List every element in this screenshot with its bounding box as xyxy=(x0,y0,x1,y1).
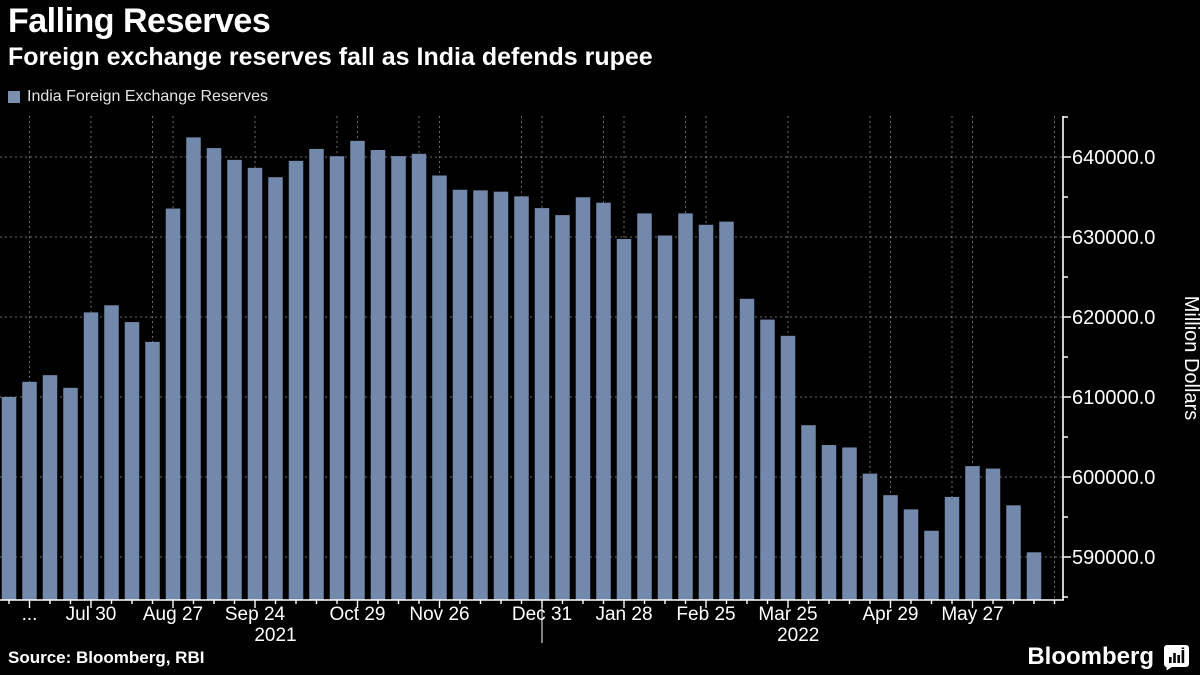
source-note: Source: Bloomberg, RBI xyxy=(8,648,205,667)
bar xyxy=(268,177,283,600)
svg-text:Sep 24: Sep 24 xyxy=(225,604,286,625)
bar xyxy=(985,468,1001,600)
x-axis-labels: ... Jul 30 Aug 27 Sep 24 Oct 29 Nov 26 Dec 31 J… xyxy=(8,600,1056,646)
bars xyxy=(1,137,1042,601)
bar xyxy=(903,509,919,600)
bar xyxy=(452,189,468,600)
legend-label: India Foreign Exchange Reserves xyxy=(27,88,269,105)
bar xyxy=(842,447,857,600)
year-label: 2021 xyxy=(254,625,296,646)
bar xyxy=(411,153,427,601)
bar xyxy=(739,298,755,600)
svg-text:Apr 29: Apr 29 xyxy=(863,604,919,625)
svg-text:Aug 27: Aug 27 xyxy=(143,604,203,625)
bar xyxy=(22,381,37,600)
bar xyxy=(534,208,550,600)
bar xyxy=(124,322,140,600)
bar xyxy=(1,396,17,600)
bar xyxy=(616,238,632,600)
svg-text:590000.0: 590000.0 xyxy=(1072,547,1155,569)
bar xyxy=(83,312,99,600)
svg-text:Oct 29: Oct 29 xyxy=(330,604,386,625)
bar xyxy=(288,160,304,600)
bar xyxy=(719,221,734,600)
bar xyxy=(965,466,980,600)
bar xyxy=(473,190,488,600)
bar xyxy=(370,150,386,600)
bar xyxy=(206,148,222,600)
bar xyxy=(637,213,652,600)
svg-text:May 27: May 27 xyxy=(941,604,1003,625)
svg-text:Nov 26: Nov 26 xyxy=(409,604,469,625)
bar xyxy=(42,375,58,600)
bar xyxy=(391,156,406,600)
bar xyxy=(555,215,570,600)
bar xyxy=(698,224,714,600)
bar xyxy=(329,156,345,600)
bar xyxy=(165,208,181,600)
bar xyxy=(944,496,960,600)
bar xyxy=(678,213,693,600)
svg-text:630000.0: 630000.0 xyxy=(1072,227,1155,249)
y-axis-labels: 590000.0 600000.0 610000.0 620000.0 630000.0… xyxy=(1063,116,1200,598)
svg-text:Jul 30: Jul 30 xyxy=(66,604,117,625)
svg-text:Feb 25: Feb 25 xyxy=(676,604,735,625)
bar xyxy=(432,175,447,600)
bar xyxy=(657,235,673,601)
bar xyxy=(227,159,242,600)
bar xyxy=(309,148,324,600)
bar xyxy=(186,137,201,600)
bar xyxy=(493,191,509,600)
bar xyxy=(1026,552,1042,600)
bar xyxy=(575,197,591,600)
legend-swatch-icon xyxy=(8,91,20,103)
bar xyxy=(104,305,119,600)
bar xyxy=(760,319,775,600)
bar xyxy=(801,425,816,600)
year-label: 2022 xyxy=(777,625,819,646)
bar xyxy=(780,335,796,600)
svg-text:...: ... xyxy=(22,604,38,625)
svg-text:600000.0: 600000.0 xyxy=(1072,467,1155,489)
chart-subtitle: Foreign exchange reserves fall as India … xyxy=(8,43,653,71)
bloomberg-wordmark: Bloomberg xyxy=(1027,643,1154,670)
bar xyxy=(63,387,78,600)
bar xyxy=(1006,505,1021,600)
legend: India Foreign Exchange Reserves xyxy=(8,88,268,106)
bar xyxy=(924,530,939,600)
svg-text:620000.0: 620000.0 xyxy=(1072,307,1155,329)
svg-text:610000.0: 610000.0 xyxy=(1072,387,1155,409)
bar xyxy=(862,473,878,600)
bloomberg-logo: Bloomberg xyxy=(1027,643,1190,671)
bar xyxy=(247,167,263,600)
page-title: Falling Reserves xyxy=(8,2,271,40)
bar xyxy=(350,140,365,600)
bloomberg-terminal-icon xyxy=(1163,644,1189,670)
svg-text:Mar 25: Mar 25 xyxy=(758,604,817,625)
svg-text:640000.0: 640000.0 xyxy=(1072,147,1155,169)
bar xyxy=(514,196,529,601)
bar xyxy=(596,202,611,601)
y-axis-title: Million Dollars xyxy=(1180,296,1200,420)
svg-text:Jan 28: Jan 28 xyxy=(595,604,652,625)
bar xyxy=(821,445,837,600)
bar xyxy=(145,341,160,600)
bar xyxy=(883,495,898,600)
